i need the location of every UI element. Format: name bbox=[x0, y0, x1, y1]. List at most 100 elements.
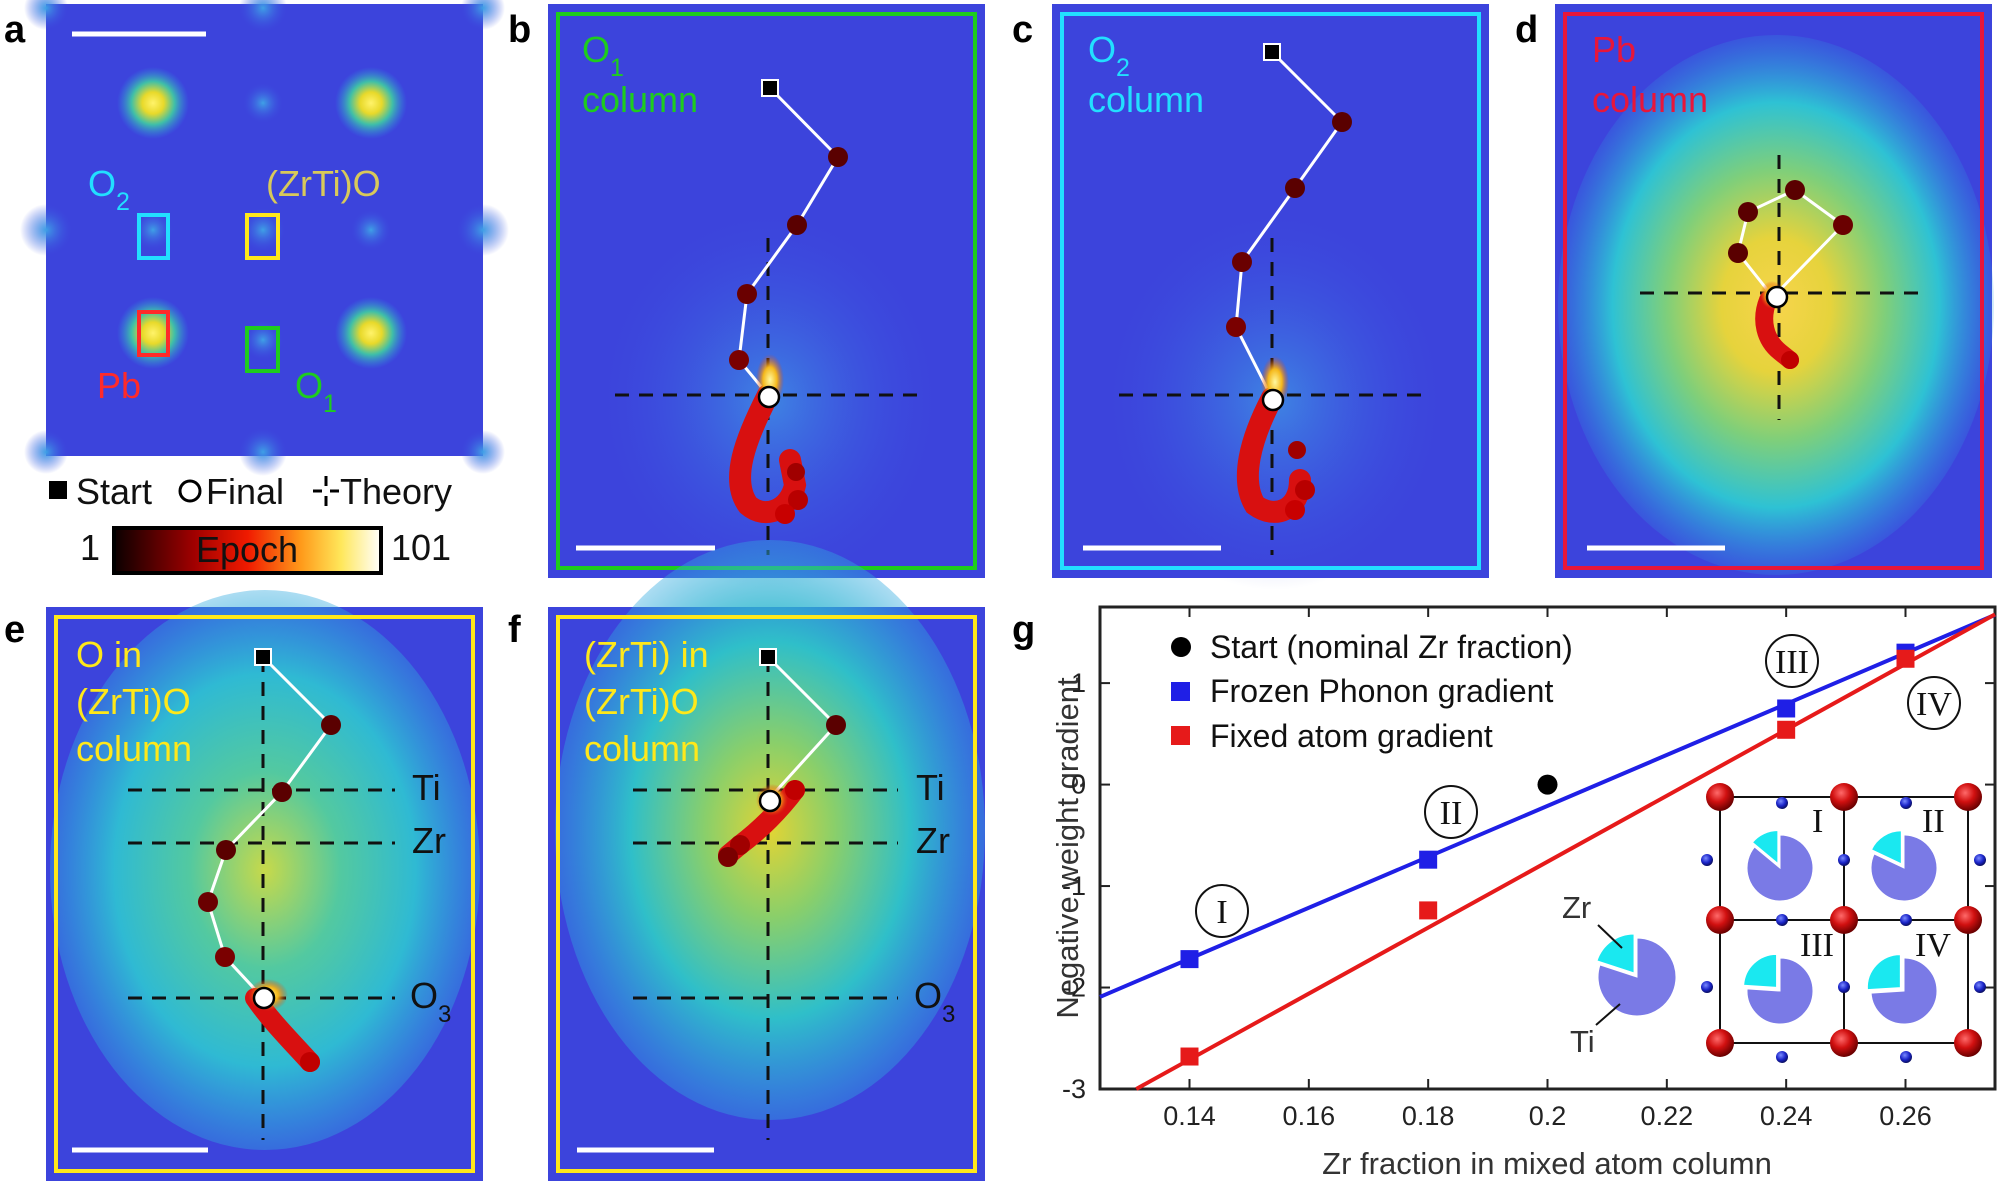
data-point bbox=[1777, 720, 1796, 739]
legend-theory: Theory bbox=[340, 471, 452, 512]
panel-c: c O2 column bbox=[1012, 4, 1489, 590]
panel-f-title-3: column bbox=[584, 728, 700, 769]
ti-slice bbox=[1870, 834, 1938, 902]
data-point bbox=[1896, 649, 1915, 668]
annotation-circle bbox=[1195, 884, 1249, 938]
ti-slice bbox=[1597, 937, 1677, 1017]
legend-fixed: Fixed atom gradient bbox=[1210, 718, 1493, 754]
zr-ti-pie-key: Zr Ti bbox=[1562, 890, 1677, 1059]
epoch-colorbar: 1 Epoch 101 bbox=[80, 526, 451, 575]
annotation-i: I bbox=[1216, 894, 1227, 931]
data-point bbox=[1180, 1047, 1199, 1066]
start-point bbox=[1537, 774, 1558, 795]
ti-slice bbox=[1746, 957, 1814, 1025]
lead-atoms bbox=[1706, 783, 1982, 1057]
colorbar-gradient bbox=[112, 526, 383, 575]
annotation-ii: II bbox=[1440, 795, 1463, 832]
annotation-iii: III bbox=[1775, 644, 1809, 681]
oxygen-atoms bbox=[1701, 797, 1986, 1063]
annotation-circle bbox=[1765, 634, 1819, 688]
lattice-inset: I II III IV bbox=[1701, 783, 1986, 1063]
trajectory-legend: Start Final Theory bbox=[49, 471, 452, 512]
panel-a: a O2 (ZrTi)O Pb O1 bbox=[4, 0, 509, 575]
x-tick-label: 0.26 bbox=[1879, 1101, 1932, 1131]
trajectory-d bbox=[1728, 180, 1853, 369]
final-marker-icon bbox=[1261, 388, 1285, 412]
zrtio-box bbox=[245, 213, 280, 260]
zr-label: Zr bbox=[412, 820, 446, 861]
data-points bbox=[1180, 643, 1915, 1066]
ti-label: Ti bbox=[412, 767, 441, 808]
legend-start-marker bbox=[1171, 637, 1191, 657]
panel-letter-e: e bbox=[4, 609, 25, 651]
panel-e: e O in (ZrTi)O column Ti Zr O3 bbox=[4, 590, 483, 1181]
trajectory-b bbox=[729, 79, 848, 524]
ti-key-label: Ti bbox=[1570, 1024, 1595, 1059]
data-point bbox=[1419, 901, 1438, 920]
o3-label: O3 bbox=[410, 975, 451, 1028]
inset-cell-i: I bbox=[1812, 803, 1823, 840]
panel-d-title-2: column bbox=[1592, 79, 1708, 120]
x-tick-label: 0.16 bbox=[1283, 1101, 1336, 1131]
y-tick-label: 0 bbox=[1071, 770, 1086, 800]
final-marker-icon bbox=[1765, 285, 1789, 309]
start-marker-icon bbox=[1263, 43, 1281, 61]
x-tick-label: 0.18 bbox=[1402, 1101, 1455, 1131]
y-ticks: 1 0 -1 -2 -3 bbox=[1062, 668, 1995, 1104]
panel-c-frame bbox=[1060, 12, 1481, 570]
data-point bbox=[1419, 850, 1438, 869]
data-point bbox=[1180, 950, 1199, 969]
colorbar-min: 1 bbox=[80, 527, 100, 568]
start-marker-icon bbox=[49, 481, 67, 499]
start-marker-icon bbox=[761, 79, 779, 97]
final-marker-icon bbox=[758, 789, 782, 813]
ti-slice bbox=[1746, 834, 1814, 902]
panel-letter-c: c bbox=[1012, 9, 1033, 51]
zr-slice bbox=[1866, 954, 1901, 991]
zr-slice bbox=[1596, 933, 1635, 974]
panel-e-title-3: column bbox=[76, 728, 192, 769]
x-tick-label: 0.22 bbox=[1641, 1101, 1694, 1131]
zr-label: Zr bbox=[916, 820, 950, 861]
zr-ti-pie bbox=[1746, 829, 1814, 902]
final-marker-icon bbox=[252, 986, 276, 1010]
trajectory-c bbox=[1226, 43, 1352, 523]
y-tick-label: -2 bbox=[1062, 973, 1086, 1003]
final-marker-icon bbox=[178, 479, 202, 503]
pb-label: Pb bbox=[97, 365, 141, 406]
panel-d-frame bbox=[1563, 12, 1984, 570]
inset-cell-iv: IV bbox=[1915, 927, 1951, 964]
fit-line bbox=[1099, 613, 1996, 999]
colorbar-title: Epoch bbox=[196, 529, 298, 570]
o2-label: O2 bbox=[88, 163, 130, 216]
o1-label: O1 bbox=[295, 365, 337, 418]
o3-label: O3 bbox=[914, 975, 955, 1028]
fit-lines bbox=[1099, 612, 1996, 1091]
zr-key-label: Zr bbox=[1562, 890, 1591, 925]
zr-ti-pie bbox=[1596, 933, 1677, 1017]
x-axis-title: Zr fraction in mixed atom column bbox=[1322, 1146, 1772, 1181]
o1-box bbox=[245, 326, 280, 373]
legend-frozen: Frozen Phonon gradient bbox=[1210, 673, 1553, 709]
y-tick-label: -3 bbox=[1062, 1074, 1086, 1104]
legend-final: Final bbox=[206, 471, 284, 512]
colorbar-max: 101 bbox=[391, 527, 451, 568]
chart-legend: Start (nominal Zr fraction) Frozen Phono… bbox=[1171, 629, 1573, 754]
panel-f-title-2: (ZrTi)O bbox=[584, 681, 699, 722]
x-tick-label: 0.14 bbox=[1163, 1101, 1216, 1131]
o2-box bbox=[137, 213, 170, 260]
zrtio-label: (ZrTi)O bbox=[266, 163, 381, 204]
zr-ti-pie bbox=[1870, 830, 1938, 902]
roman-annotations: I II III IV bbox=[1195, 634, 1961, 938]
inset-cell-iii: III bbox=[1800, 927, 1834, 964]
panel-e-title-2: (ZrTi)O bbox=[76, 681, 191, 722]
panel-e-title: O in bbox=[76, 634, 142, 675]
legend-frozen-marker bbox=[1171, 682, 1190, 701]
panel-c-title-2: column bbox=[1088, 79, 1204, 120]
atom-spots bbox=[20, 0, 509, 476]
panel-letter-d: d bbox=[1515, 9, 1538, 51]
panel-e-frame bbox=[54, 615, 475, 1173]
annotation-iv: IV bbox=[1916, 686, 1952, 723]
pb-box bbox=[137, 310, 170, 357]
